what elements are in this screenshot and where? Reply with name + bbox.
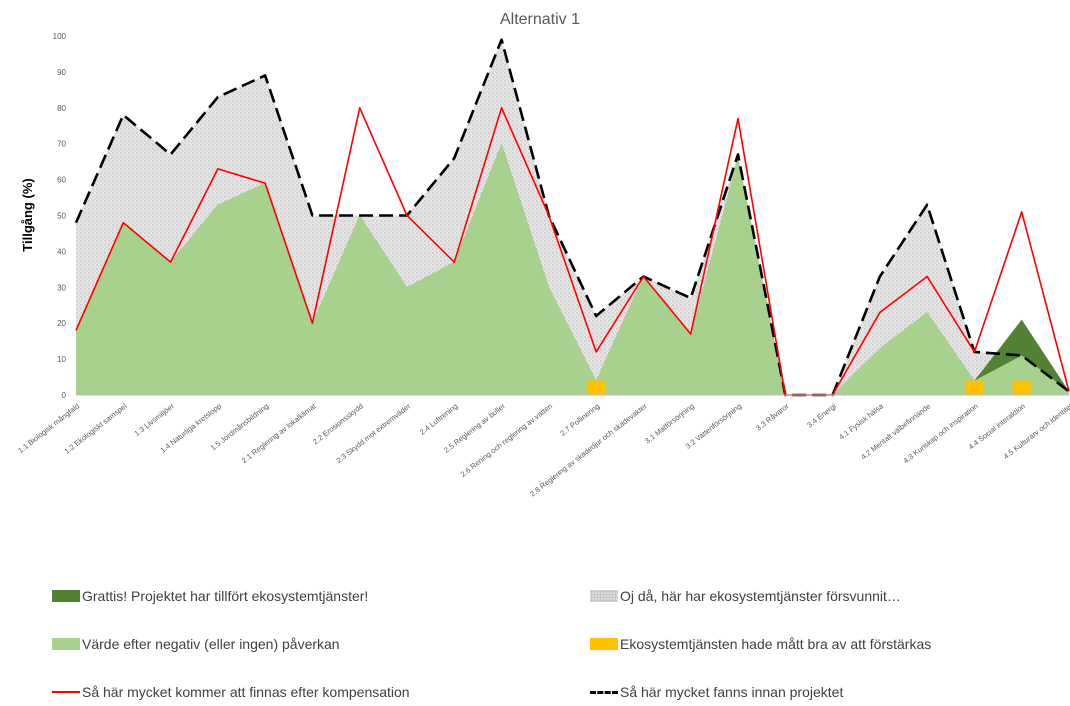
reinforce-marker	[965, 380, 984, 395]
y-axis-label: Tillgång (%)	[20, 178, 35, 251]
x-tick-label: 2.7 Pollinering	[558, 401, 601, 437]
y-tick-label: 90	[57, 68, 66, 77]
x-tick-label: 4.1 Fysisk hälsa	[837, 401, 886, 442]
y-tick-label: 100	[53, 32, 67, 41]
y-tick-label: 0	[62, 391, 67, 400]
plot-area	[74, 38, 1070, 397]
x-tick-label: 3.1 Matförsörjning	[643, 401, 696, 445]
y-tick-label: 50	[57, 212, 66, 221]
y-axis: 0 10 20 30 40 50 60 70 80 90 100	[53, 32, 67, 400]
area-value	[76, 143, 1069, 395]
y-tick-label: 10	[57, 355, 66, 364]
x-tick-label: 2.4 Luftrening	[418, 401, 460, 436]
y-tick-label: 20	[57, 319, 66, 328]
line-after	[75, 107, 1070, 396]
y-tick-label: 30	[57, 283, 66, 292]
y-tick-label: 70	[57, 140, 66, 149]
reinforce-marker	[587, 380, 606, 395]
reinforce-marker	[1012, 380, 1031, 395]
x-tick-label: 3.4 Energi	[805, 401, 838, 429]
y-tick-label: 80	[57, 104, 66, 113]
chart-title: Alternativ 1	[500, 11, 580, 28]
line-before	[74, 38, 1070, 397]
y-tick-label: 40	[57, 247, 66, 256]
y-tick-label: 60	[57, 176, 66, 185]
x-tick-label: 2.6 Rening och reglering av vatten	[459, 401, 555, 478]
x-tick-label: 1.3 Livsmiljöer	[132, 401, 176, 438]
x-tick-label: 3.3 Råvaror	[754, 401, 791, 433]
x-tick-label: 2.1 Reglering av lokalklimat	[240, 401, 319, 465]
